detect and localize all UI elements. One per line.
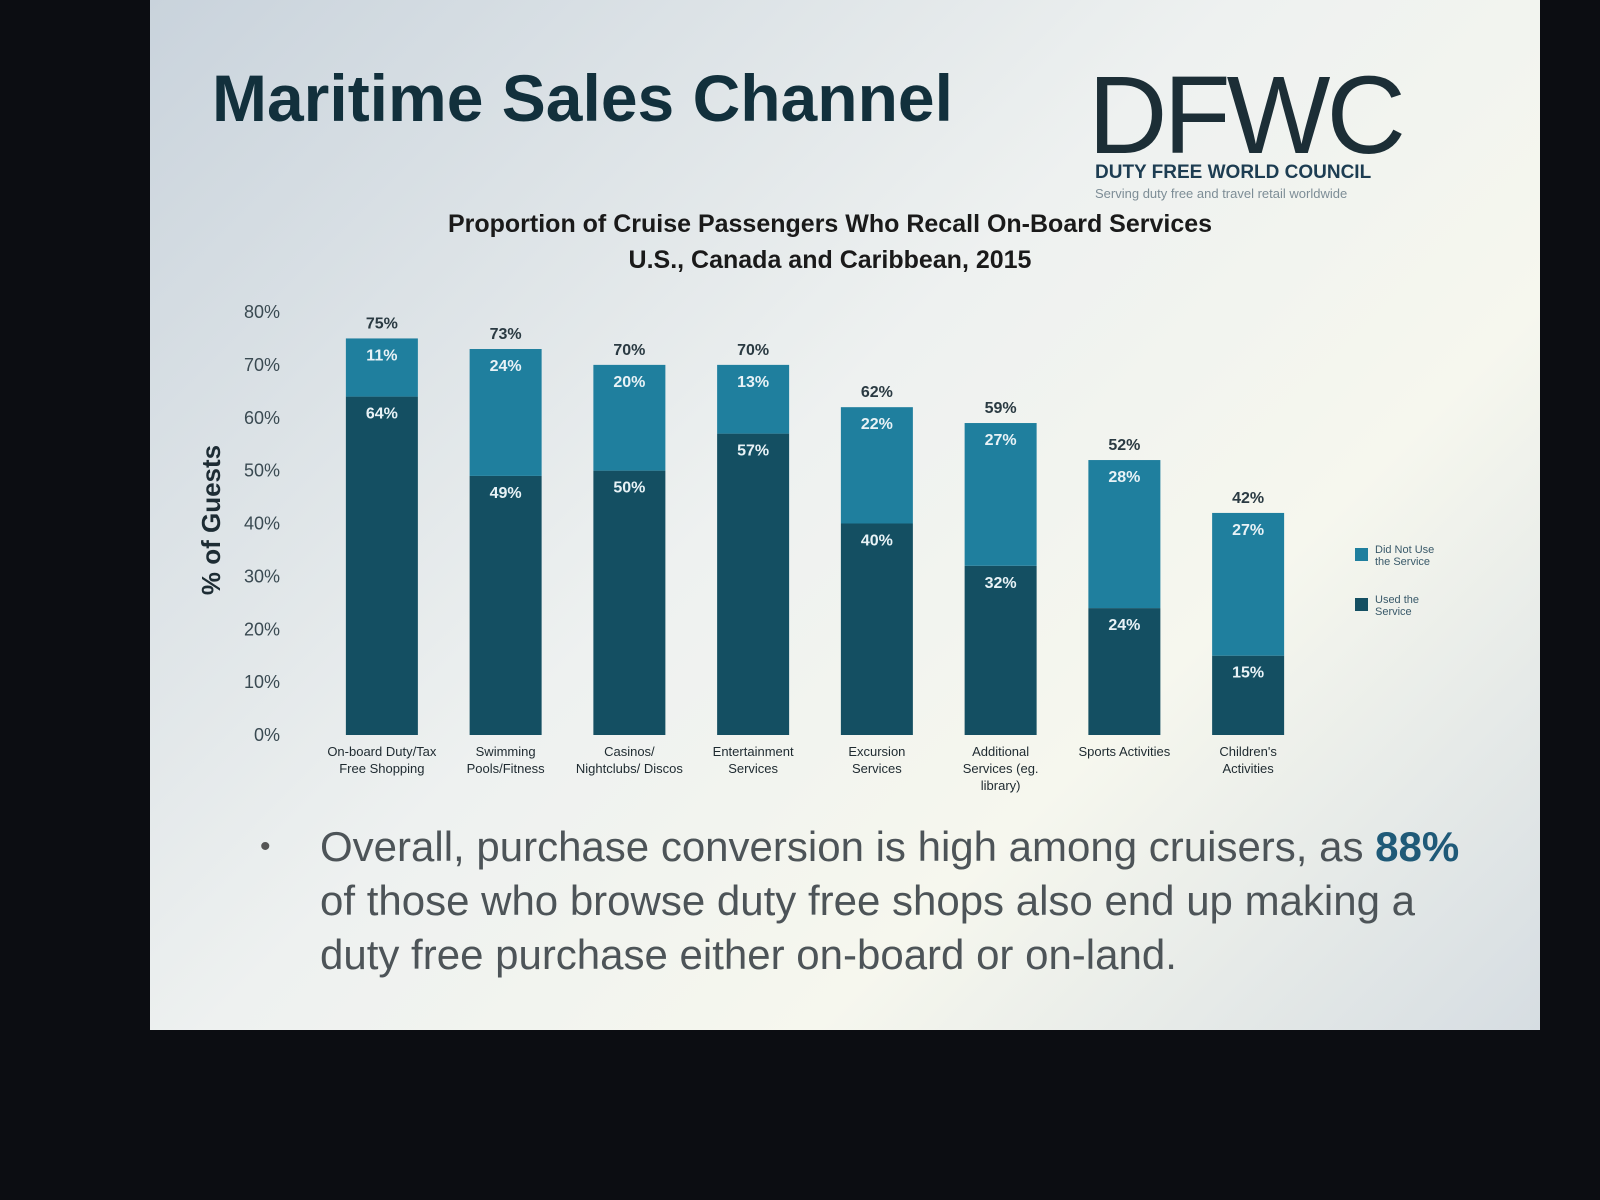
total-label: 70% <box>737 342 769 359</box>
bar-segment <box>1212 655 1285 735</box>
segment-label: 27% <box>985 432 1017 449</box>
legend-swatch <box>1355 598 1368 611</box>
x-tick-label: Additional Services (eg. library) <box>962 744 1039 793</box>
segment-label: 15% <box>1232 665 1264 682</box>
x-tick-label: Sports Activities <box>1078 744 1171 759</box>
bar-segment <box>345 338 418 397</box>
segment-label: 24% <box>490 358 522 375</box>
bullet-text: Overall, purchase conversion is high amo… <box>260 820 1470 982</box>
chart-title: Proportion of Cruise Passengers Who Reca… <box>448 210 1212 238</box>
bar-segment <box>1088 608 1161 735</box>
y-axis-label: % of Guests <box>196 445 226 595</box>
logo-mark: DFWC <box>1088 54 1406 177</box>
segment-label: 24% <box>1108 617 1140 634</box>
segment-label: 22% <box>861 416 893 433</box>
total-label: 70% <box>613 342 645 359</box>
x-tick-label: On-board Duty/Tax Free Shopping <box>327 744 437 776</box>
segment-label: 28% <box>1108 469 1140 486</box>
segment-label: 57% <box>737 443 769 460</box>
total-label: 59% <box>985 400 1017 417</box>
segment-label: 27% <box>1232 522 1264 539</box>
bullet-highlight: 88% <box>1375 823 1460 870</box>
x-tick-label: Excursion Services <box>848 744 906 776</box>
bullet-part: of those who browse duty free shops also… <box>320 877 1415 978</box>
logo-name: DUTY FREE WORLD COUNCIL <box>1095 162 1372 183</box>
bar-segment <box>1088 460 1161 609</box>
chart: Proportion of Cruise Passengers Who Reca… <box>196 210 1368 745</box>
y-tick-label: 0% <box>254 725 280 745</box>
bar-segment <box>345 396 418 735</box>
bar-segment <box>840 407 913 524</box>
y-tick-label: 50% <box>244 461 280 481</box>
segment-label: 32% <box>985 575 1017 592</box>
slide-title: Maritime Sales Channel <box>212 61 953 135</box>
total-label: 75% <box>366 315 398 332</box>
bar-segment <box>717 433 790 735</box>
legend-swatch <box>1355 548 1368 561</box>
logo-tagline: Serving duty free and travel retail worl… <box>1095 186 1348 201</box>
y-tick-label: 60% <box>244 408 280 428</box>
bar-segment <box>840 523 913 735</box>
y-tick-label: 30% <box>244 566 280 586</box>
total-label: 73% <box>490 326 522 343</box>
bar-segment <box>469 475 542 735</box>
y-tick-label: 20% <box>244 619 280 639</box>
total-label: 42% <box>1232 490 1264 507</box>
segment-label: 50% <box>613 480 645 497</box>
bar-segment <box>964 565 1037 735</box>
bar-segment <box>593 470 666 735</box>
segment-label: 13% <box>737 374 769 391</box>
y-tick-label: 40% <box>244 514 280 534</box>
y-tick-label: 10% <box>244 672 280 692</box>
total-label: 62% <box>861 384 893 401</box>
x-tick-label: Swimming Pools/Fitness <box>466 744 545 776</box>
segment-label: 20% <box>613 374 645 391</box>
slide: Maritime Sales Channel DFWC DUTY FREE WO… <box>150 0 1540 1030</box>
bar-segment <box>469 349 542 476</box>
x-tick-label: Casinos/ Nightclubs/ Discos <box>575 744 683 776</box>
legend-label: Used the Service <box>1375 594 1420 618</box>
bar-segment <box>717 364 790 434</box>
chart-subtitle: U.S., Canada and Caribbean, 2015 <box>629 246 1032 274</box>
segment-label: 11% <box>366 347 397 364</box>
y-tick-label: 80% <box>244 302 280 322</box>
total-label: 52% <box>1108 437 1140 454</box>
bar-segment <box>964 423 1037 566</box>
bar-segment <box>593 364 666 471</box>
bullet-part: Overall, purchase conversion is high amo… <box>320 823 1376 870</box>
segment-label: 64% <box>366 406 398 423</box>
segment-label: 40% <box>861 533 893 550</box>
x-tick-label: Children's Activities <box>1219 744 1277 776</box>
bar-segment <box>1212 512 1285 656</box>
y-tick-label: 70% <box>244 355 280 375</box>
x-tick-label: Entertainment Services <box>712 744 794 776</box>
legend-label: Did Not Use the Service <box>1375 544 1435 568</box>
segment-label: 49% <box>490 485 522 502</box>
